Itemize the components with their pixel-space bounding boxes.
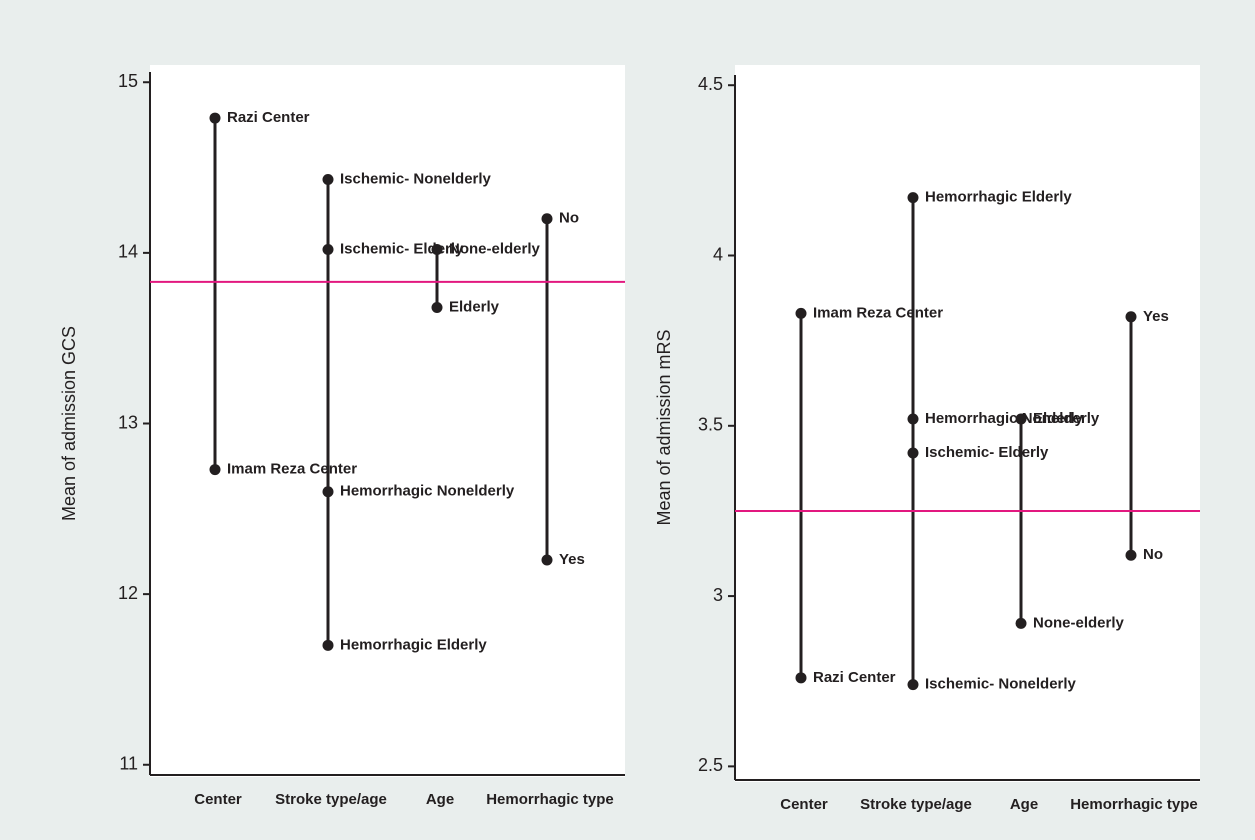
dot [322, 639, 334, 651]
dot [431, 301, 443, 313]
y-tick-label: 11 [119, 754, 138, 774]
point-label: Hemorrhagic Elderly [340, 636, 487, 653]
dot [322, 486, 334, 498]
point-label: No [1143, 546, 1163, 563]
y-tick-label: 2.5 [698, 755, 723, 775]
x-tick-label: Center [780, 796, 828, 813]
point-label: Elderly [449, 298, 500, 315]
y-tick-label: 3 [713, 585, 723, 605]
dot [1015, 413, 1027, 425]
panel-background [735, 65, 1200, 782]
point-label: Ischemic- Nonelderly [925, 676, 1077, 693]
y-tick-label: 4 [713, 244, 723, 264]
y-tick-label: 4.5 [698, 74, 723, 94]
point-label: Ischemic- Nonelderly [340, 170, 492, 187]
dot [431, 243, 443, 255]
x-tick-label: Hemorrhagic type [1070, 796, 1198, 813]
dot [907, 679, 919, 691]
y-tick-label: 3.5 [698, 415, 723, 435]
dot [209, 112, 221, 124]
point-label: Imam Reza Center [227, 461, 357, 478]
dot [795, 307, 807, 319]
y-tick-label: 12 [118, 583, 138, 603]
point-label: No [559, 210, 579, 227]
dot [541, 213, 553, 225]
dot [1125, 549, 1137, 561]
dot [541, 554, 553, 566]
dot [322, 173, 334, 185]
y-axis-label: Mean of admission GCS [59, 326, 79, 521]
dot [907, 413, 919, 425]
point-label: None-elderly [449, 240, 541, 257]
point-label: Razi Center [227, 109, 310, 126]
point-label: Ischemic- Elderly [925, 444, 1049, 461]
dot [322, 243, 334, 255]
dot [907, 447, 919, 459]
point-label: Razi Center [813, 669, 896, 686]
x-tick-label: Stroke type/age [860, 796, 972, 813]
dot [209, 464, 221, 476]
x-tick-label: Hemorrhagic type [486, 791, 614, 808]
dot [1125, 311, 1137, 323]
x-tick-label: Age [426, 791, 454, 808]
x-tick-label: Center [194, 791, 242, 808]
point-label: Hemorrhagic Nonelderly [925, 410, 1100, 427]
point-label: Hemorrhagic Nonelderly [340, 483, 515, 500]
point-label: Ischemic- Elderly [340, 240, 464, 257]
point-label: Hemorrhagic Elderly [925, 189, 1072, 206]
point-label: Yes [1143, 308, 1169, 325]
point-label: Yes [559, 551, 585, 568]
point-label: None-elderly [1033, 614, 1125, 631]
y-tick-label: 15 [118, 71, 138, 91]
x-tick-label: Stroke type/age [275, 791, 387, 808]
y-axis-label: Mean of admission mRS [654, 329, 674, 525]
point-label: Elderly [1033, 410, 1084, 427]
dot [907, 192, 919, 204]
y-tick-label: 14 [118, 242, 138, 262]
y-tick-label: 13 [118, 412, 138, 432]
dot [1015, 617, 1027, 629]
dot [795, 672, 807, 684]
point-label: Imam Reza Center [813, 304, 943, 321]
x-tick-label: Age [1010, 796, 1038, 813]
